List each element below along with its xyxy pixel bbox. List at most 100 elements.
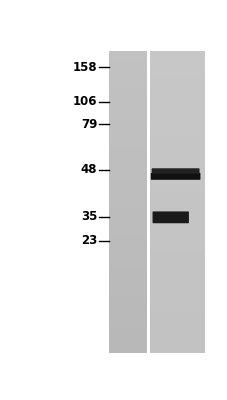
Bar xyxy=(109,316,146,317)
Bar xyxy=(109,255,146,256)
Bar xyxy=(149,218,204,219)
Bar xyxy=(149,343,204,344)
Bar xyxy=(109,231,146,232)
Bar xyxy=(149,140,204,141)
Bar xyxy=(149,132,204,134)
FancyBboxPatch shape xyxy=(150,173,200,180)
Bar xyxy=(109,270,146,272)
Bar xyxy=(109,311,146,312)
Bar xyxy=(109,214,146,215)
Bar xyxy=(109,266,146,267)
Bar xyxy=(149,327,204,328)
Bar xyxy=(109,144,146,145)
Bar xyxy=(109,201,146,202)
Bar xyxy=(109,128,146,130)
Bar xyxy=(149,250,204,251)
Bar xyxy=(109,347,146,348)
Bar xyxy=(109,169,146,170)
Bar xyxy=(109,146,146,147)
Bar xyxy=(149,233,204,234)
Bar xyxy=(149,68,204,69)
Bar xyxy=(109,103,146,104)
Bar xyxy=(149,85,204,86)
Bar xyxy=(109,301,146,302)
Bar xyxy=(109,58,146,59)
Bar xyxy=(109,225,146,226)
Bar xyxy=(149,104,204,106)
Bar xyxy=(109,75,146,76)
Bar xyxy=(149,176,204,177)
Bar xyxy=(149,153,204,154)
Bar xyxy=(149,306,204,307)
Bar xyxy=(149,88,204,89)
Bar xyxy=(109,238,146,239)
Bar xyxy=(149,257,204,258)
Bar xyxy=(109,222,146,223)
Bar xyxy=(149,199,204,200)
Bar xyxy=(149,239,204,240)
Bar xyxy=(109,248,146,249)
Bar xyxy=(109,318,146,319)
Bar xyxy=(109,308,146,309)
Bar xyxy=(149,93,204,94)
Bar xyxy=(149,324,204,325)
Bar xyxy=(109,351,146,352)
Bar xyxy=(109,307,146,308)
Bar xyxy=(149,236,204,237)
Bar xyxy=(109,136,146,137)
Bar xyxy=(149,126,204,128)
Bar xyxy=(109,333,146,334)
Bar xyxy=(109,62,146,63)
Bar xyxy=(109,276,146,278)
Bar xyxy=(109,55,146,56)
Bar xyxy=(149,103,204,104)
Bar xyxy=(109,310,146,311)
Bar xyxy=(109,67,146,68)
Bar xyxy=(149,262,204,263)
Bar xyxy=(149,201,204,202)
Bar xyxy=(109,138,146,139)
Bar xyxy=(109,166,146,167)
Bar xyxy=(149,54,204,55)
Bar xyxy=(109,89,146,90)
Bar xyxy=(149,136,204,137)
Bar xyxy=(109,342,146,343)
Bar xyxy=(109,221,146,222)
Bar xyxy=(109,164,146,165)
Bar xyxy=(109,70,146,71)
Bar xyxy=(149,67,204,68)
Bar xyxy=(109,290,146,292)
Bar xyxy=(109,195,146,196)
Bar xyxy=(109,341,146,342)
Bar xyxy=(149,226,204,227)
Bar xyxy=(149,172,204,173)
Bar xyxy=(149,166,204,167)
Bar xyxy=(149,326,204,327)
Bar xyxy=(109,227,146,228)
Bar xyxy=(109,232,146,233)
Bar xyxy=(109,150,146,151)
Bar xyxy=(109,147,146,148)
Bar xyxy=(149,65,204,66)
Bar xyxy=(109,303,146,304)
Bar xyxy=(149,181,204,182)
Bar xyxy=(149,205,204,206)
Bar xyxy=(109,87,146,88)
Bar xyxy=(109,211,146,212)
Bar xyxy=(109,217,146,218)
Bar xyxy=(149,315,204,316)
Bar xyxy=(109,60,146,61)
Bar xyxy=(149,143,204,144)
Bar xyxy=(109,264,146,265)
Bar xyxy=(109,177,146,178)
Bar xyxy=(149,298,204,300)
Bar xyxy=(109,309,146,310)
Bar xyxy=(149,163,204,164)
Bar xyxy=(149,95,204,96)
Bar xyxy=(149,245,204,246)
Bar xyxy=(149,160,204,161)
Bar xyxy=(149,292,204,294)
Bar xyxy=(109,191,146,192)
Bar xyxy=(109,257,146,258)
Bar xyxy=(149,225,204,226)
